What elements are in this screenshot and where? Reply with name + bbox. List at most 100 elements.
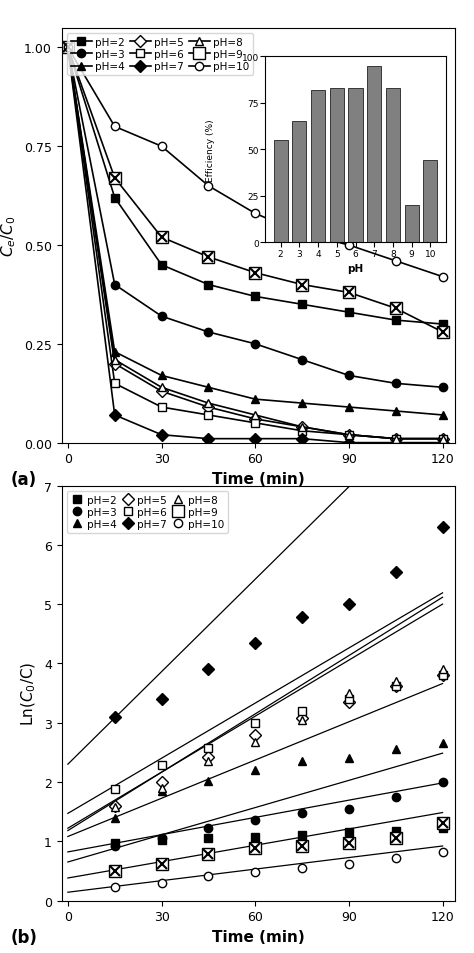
- Line: pH=2: pH=2: [64, 44, 447, 329]
- pH=8: [112, 355, 118, 366]
- pH=3: [346, 803, 352, 815]
- pH=10: [440, 272, 446, 283]
- pH=7: [159, 430, 164, 441]
- Line: pH=3: pH=3: [64, 44, 447, 392]
- pH=9: [206, 849, 211, 861]
- pH=8: [393, 434, 399, 445]
- pH=5: [206, 402, 211, 414]
- pH=9: [299, 279, 305, 291]
- pH=2: [252, 292, 258, 303]
- Line: pH=9: pH=9: [63, 44, 447, 337]
- pH=2: [112, 193, 118, 204]
- pH=3: [252, 338, 258, 350]
- Legend: pH=2, pH=3, pH=4, pH=5, pH=6, pH=7, pH=8, pH=9, pH=10: pH=2, pH=3, pH=4, pH=5, pH=6, pH=7, pH=8…: [67, 33, 253, 76]
- pH=4: [159, 371, 164, 382]
- pH=2: [346, 307, 352, 318]
- pH=5: [159, 386, 164, 397]
- pH=3: [393, 791, 399, 802]
- pH=7: [299, 434, 305, 445]
- pH=9: [159, 858, 164, 869]
- pH=9: [112, 172, 118, 184]
- Legend: pH=2, pH=3, pH=4, pH=5, pH=6, pH=7, pH=8, pH=9, pH=10: pH=2, pH=3, pH=4, pH=5, pH=6, pH=7, pH=8…: [67, 491, 228, 534]
- pH=5: [252, 729, 258, 740]
- pH=2: [393, 315, 399, 327]
- pH=9: [346, 838, 352, 849]
- pH=2: [346, 827, 352, 839]
- pH=10: [346, 240, 352, 252]
- pH=3: [206, 327, 211, 338]
- Bar: [348, 89, 363, 243]
- pH=6: [65, 43, 71, 54]
- Line: pH=8: pH=8: [110, 665, 447, 811]
- Line: pH=10: pH=10: [64, 44, 447, 281]
- pH=5: [393, 680, 399, 692]
- Text: (b): (b): [10, 928, 37, 946]
- Bar: [292, 122, 306, 243]
- Bar: [330, 89, 344, 243]
- pH=10: [299, 228, 305, 239]
- Y-axis label: Ln($C_0$/C): Ln($C_0$/C): [20, 661, 38, 725]
- pH=10: [159, 877, 164, 888]
- pH=8: [346, 430, 352, 441]
- Line: pH=9: pH=9: [110, 819, 447, 876]
- X-axis label: pH: pH: [347, 264, 364, 274]
- pH=7: [112, 410, 118, 421]
- pH=4: [299, 756, 305, 767]
- pH=6: [252, 718, 258, 729]
- pH=3: [252, 815, 258, 826]
- Y-axis label: Efficiency (%): Efficiency (%): [206, 119, 215, 181]
- pH=6: [346, 430, 352, 441]
- pH=10: [206, 181, 211, 193]
- pH=5: [252, 414, 258, 425]
- pH=4: [393, 744, 399, 756]
- pH=9: [252, 268, 258, 279]
- pH=3: [112, 841, 118, 852]
- pH=3: [440, 382, 446, 394]
- pH=7: [206, 434, 211, 445]
- pH=2: [206, 279, 211, 291]
- pH=10: [159, 141, 164, 152]
- pH=9: [206, 252, 211, 263]
- pH=6: [112, 783, 118, 795]
- pH=3: [65, 43, 71, 54]
- pH=3: [299, 808, 305, 820]
- pH=6: [112, 378, 118, 390]
- Line: pH=5: pH=5: [64, 44, 447, 443]
- pH=6: [346, 694, 352, 705]
- pH=9: [65, 43, 71, 54]
- pH=10: [206, 870, 211, 882]
- pH=2: [440, 822, 446, 834]
- pH=5: [65, 43, 71, 54]
- pH=7: [65, 43, 71, 54]
- pH=10: [112, 882, 118, 893]
- pH=4: [65, 43, 71, 54]
- pH=4: [346, 402, 352, 414]
- pH=8: [299, 421, 305, 433]
- pH=8: [440, 664, 446, 676]
- pH=4: [112, 812, 118, 823]
- pH=9: [299, 841, 305, 852]
- pH=10: [440, 846, 446, 858]
- pH=3: [346, 371, 352, 382]
- pH=8: [346, 688, 352, 700]
- pH=6: [252, 417, 258, 429]
- pH=9: [346, 288, 352, 299]
- pH=5: [299, 713, 305, 724]
- Y-axis label: $C_e/C_0$: $C_e/C_0$: [0, 215, 18, 256]
- pH=8: [159, 782, 164, 794]
- pH=7: [393, 566, 399, 578]
- pH=9: [393, 303, 399, 314]
- Bar: [367, 67, 381, 243]
- pH=3: [393, 378, 399, 390]
- pH=3: [159, 311, 164, 322]
- pH=7: [440, 437, 446, 449]
- Line: pH=6: pH=6: [110, 671, 447, 794]
- Line: pH=2: pH=2: [110, 824, 447, 847]
- pH=5: [440, 670, 446, 681]
- pH=10: [112, 122, 118, 133]
- pH=3: [299, 355, 305, 366]
- pH=5: [393, 434, 399, 445]
- pH=2: [112, 838, 118, 849]
- pH=2: [159, 835, 164, 846]
- pH=10: [65, 43, 71, 54]
